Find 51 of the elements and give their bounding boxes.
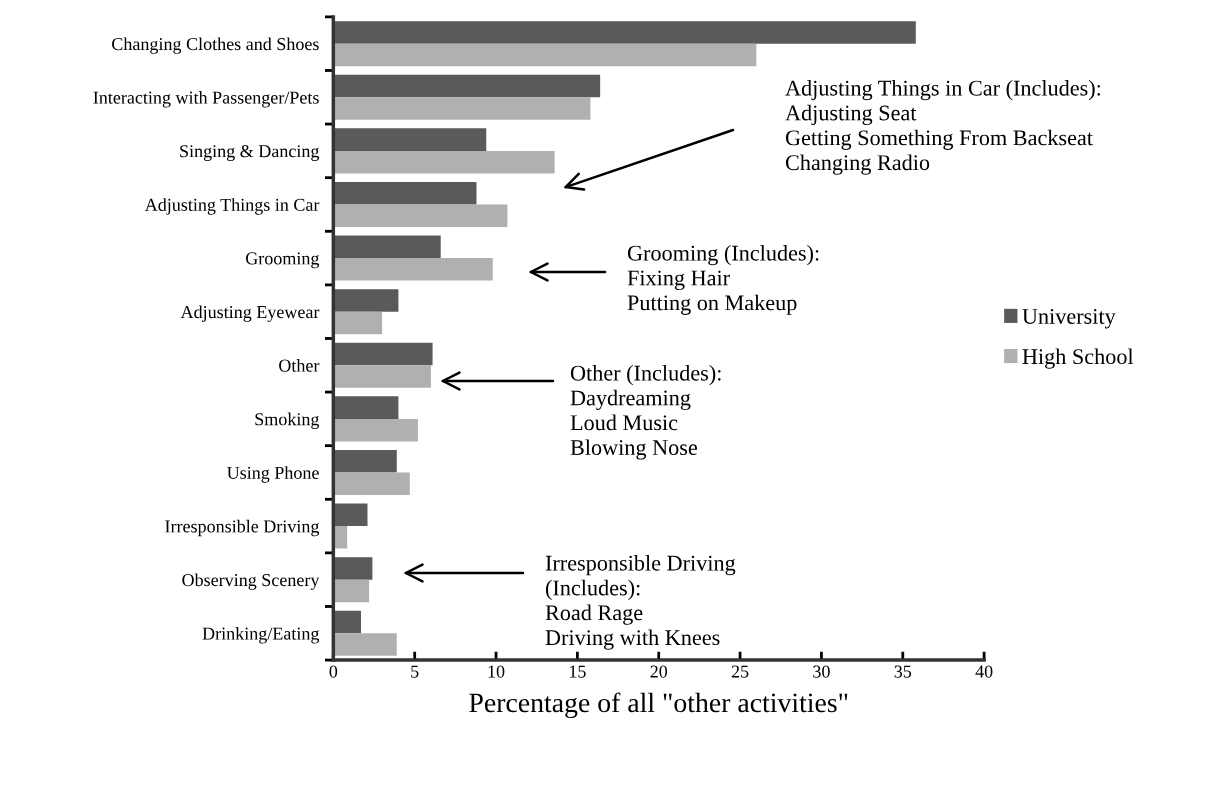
x-tick-label: 0 <box>329 665 338 678</box>
bar <box>333 342 433 366</box>
x-axis-title: Percentage of all "other activities" <box>469 692 848 718</box>
y-tick-label: Singing & Dancing <box>180 145 320 162</box>
bar <box>333 579 370 603</box>
y-tick-label: Other <box>279 359 320 372</box>
annotation: Grooming (Includes): Fixing Hair Putting on Makeup <box>627 245 819 315</box>
bar <box>333 503 368 527</box>
bar <box>333 97 591 120</box>
bar <box>333 181 477 205</box>
bar <box>333 418 418 442</box>
y-tick-label: Observing Scenery <box>182 573 320 590</box>
y-tick-label: Adjusting Things in Car <box>144 198 320 215</box>
bar <box>333 610 361 634</box>
bar <box>333 472 410 495</box>
x-tick-label: 25 <box>731 665 749 678</box>
bar <box>333 396 399 419</box>
y-tick-label: Interacting with Passenger/Pets <box>93 91 319 108</box>
x-tick-label: 10 <box>488 665 505 678</box>
x-tick-label: 5 <box>411 665 419 678</box>
bar <box>333 449 397 473</box>
legend-label: University <box>1022 308 1116 329</box>
bar <box>333 43 757 67</box>
annotation: Other (Includes): Daydreaming Loud Music Blowing Nose <box>570 365 721 460</box>
bar <box>333 557 373 580</box>
x-tick-label: 30 <box>813 665 830 678</box>
bar <box>333 128 487 151</box>
bar <box>333 365 431 388</box>
y-tick-label: Drinking/Eating <box>202 627 320 644</box>
y-tick-label: Irresponsible Driving <box>165 519 320 537</box>
x-tick-label: 20 <box>650 665 668 678</box>
bar <box>333 258 493 281</box>
bar <box>333 235 441 259</box>
y-tick-label: Grooming <box>245 252 320 269</box>
y-tick-label: Adjusting Eyewear <box>180 305 320 322</box>
x-tick-label: 40 <box>975 665 993 678</box>
annotation: Adjusting Things in Car (Includes): Adjusting Seat Getting Something From Backseat Changing Radio <box>785 80 1101 175</box>
x-tick-label: 35 <box>894 665 912 678</box>
bar <box>333 289 399 312</box>
bar <box>333 150 555 174</box>
bar <box>333 204 508 227</box>
bar <box>333 74 601 98</box>
legend-label: High School <box>1022 348 1134 369</box>
bar <box>333 21 916 44</box>
bar <box>333 311 383 335</box>
y-tick-label: Using Phone <box>227 466 319 483</box>
y-tick-label: Smoking <box>255 412 320 430</box>
x-tick-label: 15 <box>569 665 586 678</box>
bar <box>333 633 397 656</box>
annotation: Irresponsible Driving (Includes): Road Rage Driving with Knees <box>545 555 736 650</box>
y-tick-label: Changing Clothes and Shoes <box>112 37 319 54</box>
